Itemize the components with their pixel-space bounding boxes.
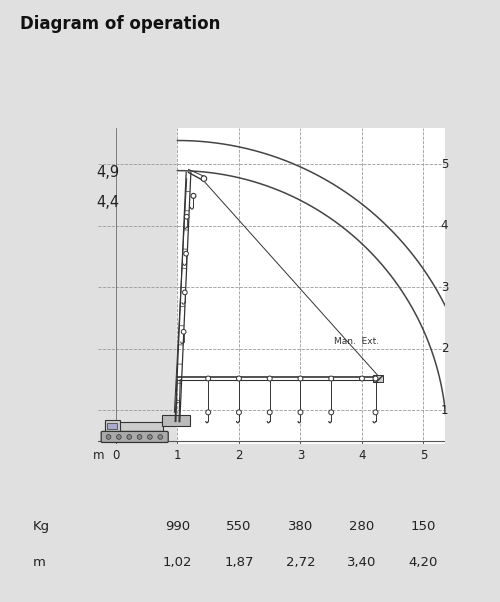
- Circle shape: [191, 193, 196, 198]
- Text: 3: 3: [440, 281, 448, 294]
- Circle shape: [116, 435, 121, 439]
- FancyBboxPatch shape: [101, 432, 168, 442]
- Circle shape: [127, 435, 132, 439]
- Circle shape: [158, 435, 162, 439]
- Text: Diagram of operation: Diagram of operation: [20, 15, 220, 33]
- Text: 990: 990: [165, 520, 190, 533]
- Circle shape: [182, 290, 187, 295]
- Text: 2: 2: [440, 343, 448, 356]
- Text: 3: 3: [297, 448, 304, 462]
- Circle shape: [137, 435, 142, 439]
- Bar: [105, 420, 120, 435]
- Circle shape: [106, 435, 111, 439]
- Circle shape: [268, 376, 272, 381]
- Circle shape: [298, 410, 303, 415]
- Bar: [178, 128, 445, 444]
- Circle shape: [373, 376, 378, 381]
- Text: Kg: Kg: [32, 520, 50, 533]
- Text: 550: 550: [226, 520, 252, 533]
- Circle shape: [329, 410, 334, 415]
- Text: 150: 150: [411, 520, 436, 533]
- Bar: [105, 421, 164, 435]
- Text: 2,72: 2,72: [286, 556, 316, 569]
- Circle shape: [201, 176, 206, 181]
- Text: 4: 4: [440, 220, 448, 232]
- Bar: [373, 375, 378, 382]
- Bar: [162, 415, 190, 426]
- Circle shape: [373, 410, 378, 415]
- Circle shape: [148, 435, 152, 439]
- Text: 4,9: 4,9: [96, 165, 120, 180]
- Text: 1: 1: [440, 404, 448, 417]
- Text: 1,02: 1,02: [162, 556, 192, 569]
- Text: m: m: [93, 448, 104, 462]
- Text: 4: 4: [358, 448, 366, 462]
- Circle shape: [360, 376, 364, 381]
- Text: 4,4: 4,4: [96, 195, 120, 210]
- Text: 3,40: 3,40: [348, 556, 376, 569]
- Text: 1: 1: [174, 448, 181, 462]
- Bar: [376, 376, 383, 382]
- Circle shape: [206, 410, 210, 415]
- Bar: [98, 128, 178, 444]
- Circle shape: [206, 376, 210, 381]
- Circle shape: [236, 376, 242, 381]
- Text: 2: 2: [235, 448, 242, 462]
- Circle shape: [329, 376, 334, 381]
- Circle shape: [184, 214, 189, 219]
- Text: m: m: [32, 556, 46, 569]
- Circle shape: [268, 410, 272, 415]
- Text: Man.  Ext.: Man. Ext.: [334, 337, 380, 346]
- Text: 5: 5: [420, 448, 427, 462]
- Circle shape: [184, 251, 188, 256]
- Text: 380: 380: [288, 520, 313, 533]
- Circle shape: [236, 410, 242, 415]
- Text: 4,20: 4,20: [409, 556, 438, 569]
- Text: 1,87: 1,87: [224, 556, 254, 569]
- Text: 0: 0: [112, 448, 119, 462]
- Circle shape: [298, 376, 303, 381]
- Text: 280: 280: [350, 520, 374, 533]
- Bar: [108, 423, 116, 429]
- Text: 5: 5: [440, 158, 448, 171]
- Circle shape: [182, 329, 186, 334]
